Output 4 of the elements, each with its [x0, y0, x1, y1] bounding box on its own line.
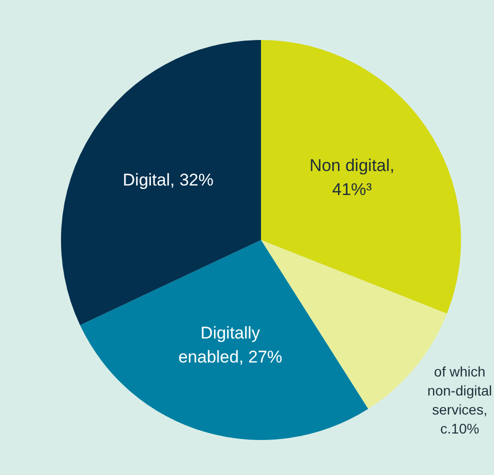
- slice-label: Digital, 32%: [122, 170, 214, 190]
- slice-label: Non digital, 41%³: [309, 156, 395, 199]
- slice-label: of which non-digital services, c.10%: [427, 364, 492, 437]
- slice-label: Digitally enabled, 27%: [178, 323, 282, 366]
